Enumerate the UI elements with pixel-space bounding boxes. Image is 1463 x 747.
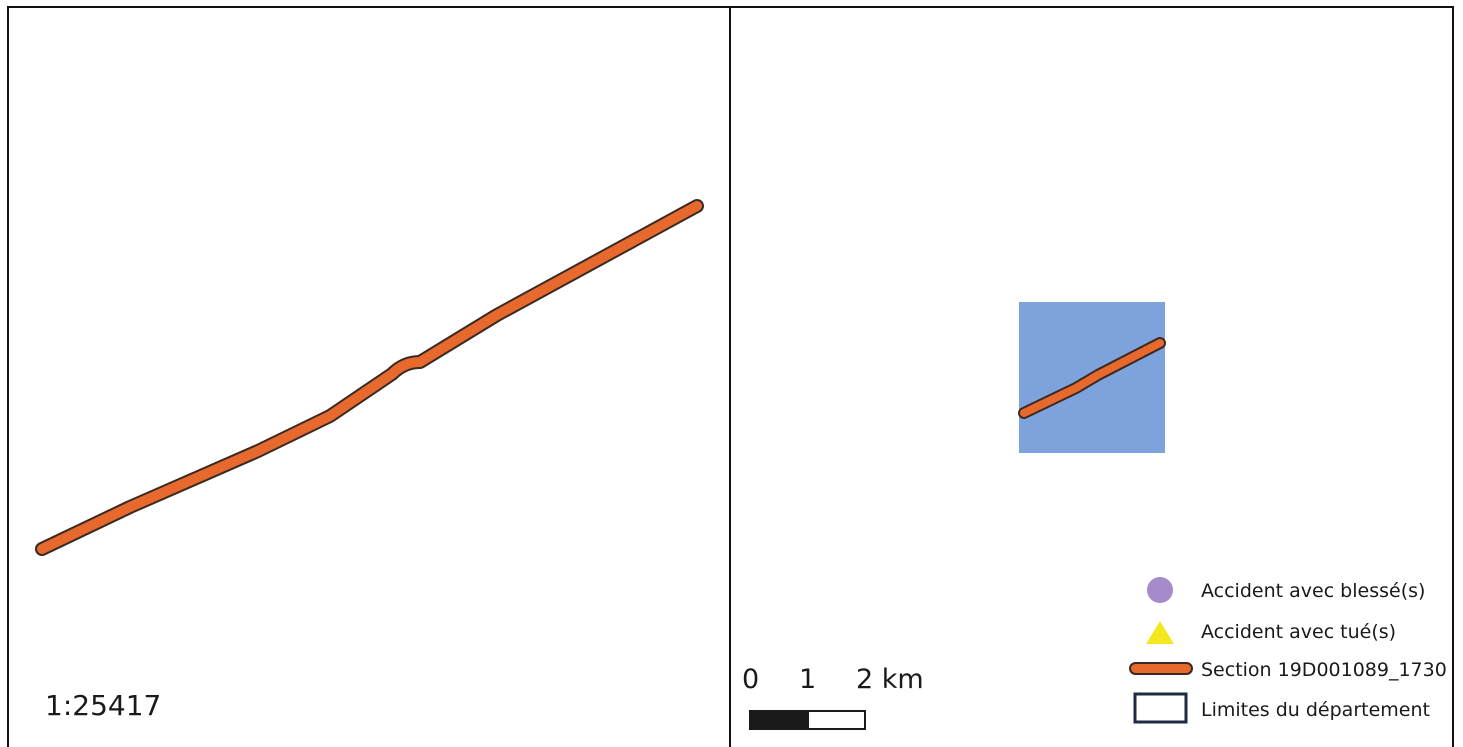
legend-label-section: Section 19D001089_1730 <box>1201 659 1447 681</box>
scale-segment-light <box>807 710 866 730</box>
scale-ratio: 1:25417 <box>45 689 161 722</box>
scale-label-1: 1 <box>799 664 816 695</box>
section-line <box>37 201 702 554</box>
left-map: 1:25417 <box>35 199 704 722</box>
legend: Accident avec blessé(s) Accident avec tu… <box>1129 577 1447 724</box>
orange-line-icon <box>1129 662 1193 675</box>
legend-label-blesse: Accident avec blessé(s) <box>1201 580 1425 602</box>
legend-label-limites: Limites du département <box>1201 699 1430 721</box>
yellow-triangle-icon <box>1146 621 1174 644</box>
scale-segment-dark <box>749 710 809 730</box>
scale-label-2: 2 km <box>856 664 924 695</box>
scale-bar: 0 1 2 km <box>742 664 924 730</box>
boundary-box-icon <box>1133 692 1188 724</box>
legend-label-tue: Accident avec tué(s) <box>1201 621 1396 643</box>
left-map-frame <box>7 6 731 747</box>
scale-label-0: 0 <box>742 664 759 695</box>
right-map: 0 1 2 km Accident avec blessé(s) Acciden… <box>742 302 1447 730</box>
purple-circle-icon <box>1147 577 1173 603</box>
overview-section-line <box>1020 339 1164 417</box>
